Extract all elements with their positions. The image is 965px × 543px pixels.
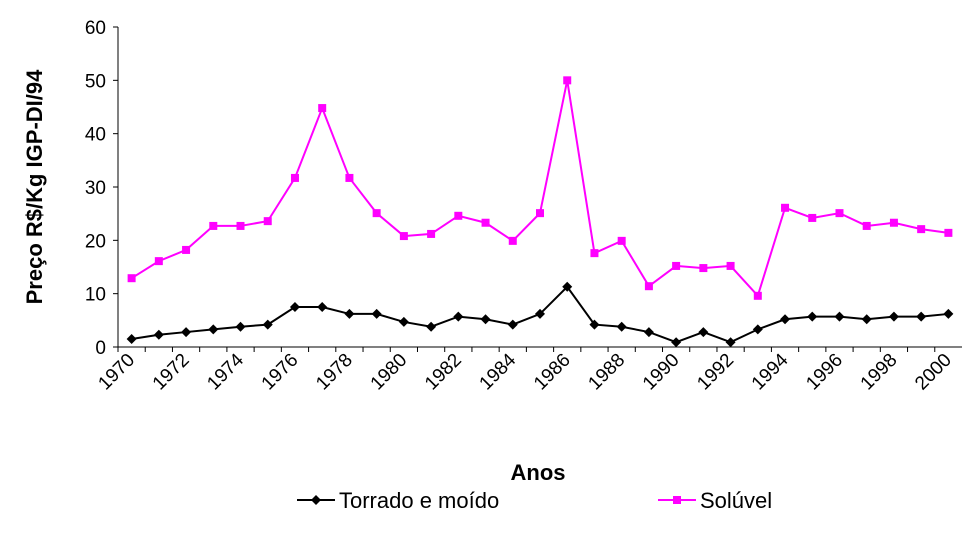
y-tick-label: 60: [85, 18, 106, 39]
data-point: [235, 321, 246, 332]
data-point: [807, 311, 818, 322]
data-point: [481, 218, 490, 227]
x-tick-label: 1972: [149, 350, 194, 395]
data-point: [563, 76, 572, 85]
data-point: [181, 327, 192, 338]
x-tick-label: 1994: [748, 349, 793, 394]
legend-marker: [673, 496, 681, 504]
data-point: [182, 245, 191, 254]
y-tick-label: 20: [85, 231, 106, 252]
data-point: [835, 209, 844, 218]
data-point: [345, 173, 354, 182]
data-point: [862, 221, 871, 230]
data-point: [616, 321, 627, 332]
data-point: [889, 218, 898, 227]
data-point: [318, 104, 327, 113]
data-point: [888, 311, 899, 322]
data-point: [508, 236, 517, 245]
data-point: [916, 311, 927, 322]
data-point: [834, 311, 845, 322]
x-tick-label: 1996: [802, 350, 847, 395]
data-point: [726, 261, 735, 270]
data-point: [371, 308, 382, 319]
data-point: [153, 329, 164, 340]
data-point: [944, 228, 953, 237]
y-tick-label: 30: [85, 178, 106, 199]
data-point: [562, 281, 573, 292]
x-tick-label: 1974: [203, 349, 248, 394]
data-point: [427, 229, 436, 238]
data-point: [698, 327, 709, 338]
data-point: [344, 308, 355, 319]
y-tick-label: 50: [85, 71, 106, 92]
data-point: [127, 274, 136, 283]
data-point: [454, 211, 463, 220]
legend-marker: [311, 495, 321, 505]
data-point: [154, 257, 163, 266]
y-tick-label: 0: [95, 338, 106, 359]
data-point: [725, 337, 736, 348]
data-point: [453, 311, 464, 322]
data-point: [699, 264, 708, 273]
x-tick-label: 1998: [857, 350, 902, 395]
data-point: [209, 221, 218, 230]
x-tick-label: 2000: [911, 350, 956, 395]
data-point: [644, 282, 653, 291]
data-point: [317, 302, 328, 312]
data-point: [861, 314, 872, 325]
x-tick-label: 1982: [421, 350, 466, 395]
x-tick-label: 1976: [258, 350, 303, 395]
data-point: [426, 321, 437, 332]
data-point: [671, 337, 682, 348]
series-line: [131, 80, 949, 298]
legend-label: Torrado e moído: [339, 488, 499, 513]
data-point: [290, 173, 299, 182]
x-tick-label: 1986: [530, 350, 575, 395]
x-tick-label: 1988: [584, 350, 629, 395]
x-tick-label: 1978: [312, 350, 357, 395]
x-tick-label: 1984: [476, 349, 521, 394]
data-point: [263, 217, 272, 226]
data-point: [507, 319, 518, 330]
data-point: [780, 314, 791, 325]
data-point: [480, 314, 491, 325]
data-point: [536, 209, 544, 218]
data-point: [672, 261, 681, 270]
y-tick-label: 40: [85, 125, 106, 146]
x-tick-label: 1990: [639, 350, 684, 395]
data-point: [535, 308, 545, 319]
data-point: [590, 249, 599, 258]
data-point: [808, 213, 817, 222]
data-point: [372, 209, 381, 218]
y-tick-label: 10: [85, 285, 106, 306]
x-tick-label: 1992: [693, 350, 738, 395]
data-point: [943, 308, 954, 319]
data-point: [752, 324, 763, 335]
data-point: [126, 334, 137, 344]
data-point: [617, 236, 626, 245]
y-axis-title: Preço R$/Kg IGP-DI/94: [22, 69, 47, 305]
data-point: [917, 225, 926, 234]
legend-label: Solúvel: [700, 488, 772, 513]
x-axis-title: Anos: [511, 460, 566, 485]
x-tick-label: 1980: [367, 350, 412, 395]
data-point: [781, 203, 790, 212]
data-point: [643, 327, 654, 338]
data-point: [208, 324, 219, 335]
data-point: [398, 316, 409, 327]
data-point: [289, 302, 300, 312]
data-point: [589, 319, 600, 330]
data-point: [236, 221, 245, 230]
data-point: [399, 232, 408, 241]
data-point: [753, 291, 762, 300]
data-point: [262, 319, 273, 330]
